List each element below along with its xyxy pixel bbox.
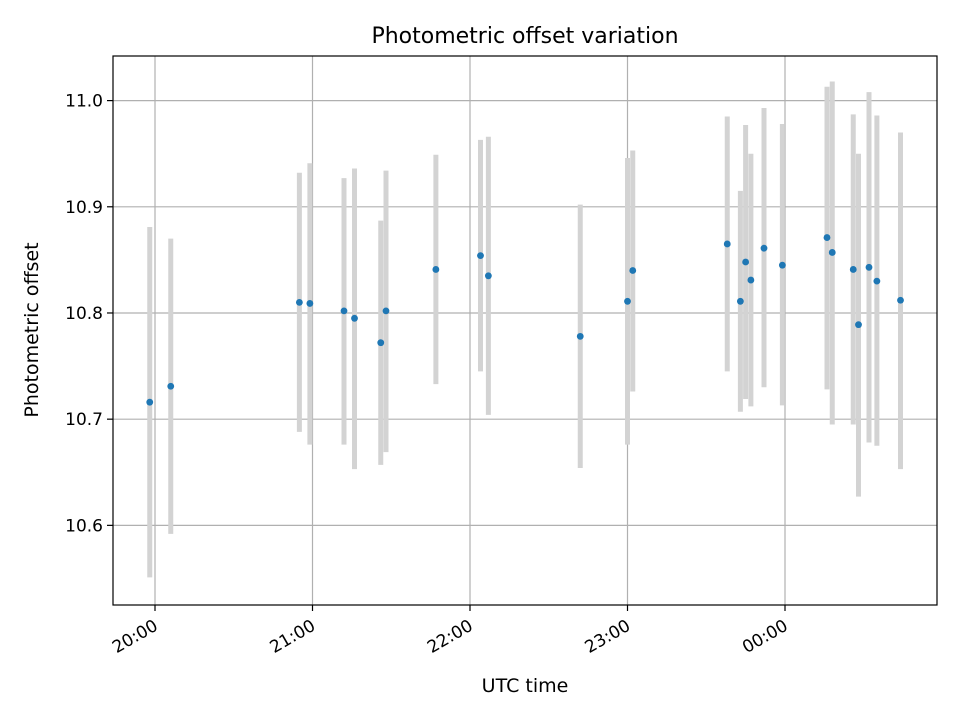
data-point [382, 307, 390, 315]
data-points [146, 234, 904, 406]
y-tick-label: 10.8 [65, 304, 103, 324]
x-axis-label: UTC time [482, 675, 569, 697]
y-tick-label: 10.6 [65, 516, 103, 536]
data-point [760, 244, 768, 252]
y-tick-label: 10.9 [65, 198, 103, 218]
data-point [484, 272, 492, 280]
data-point [723, 240, 731, 248]
grid [113, 56, 937, 605]
data-point [736, 297, 744, 305]
y-tick-label: 10.7 [65, 410, 103, 430]
data-point [340, 307, 348, 315]
y-axis-ticks: 10.6 10.7 10.8 10.9 11.0 [65, 92, 113, 536]
data-point [624, 297, 631, 305]
data-point [167, 382, 175, 390]
data-point [778, 261, 786, 269]
data-point [855, 321, 862, 329]
data-point [629, 267, 637, 274]
data-point [146, 398, 154, 406]
chart-title: Photometric offset variation [371, 24, 678, 49]
y-tick-label: 11.0 [65, 92, 103, 112]
data-point [576, 332, 584, 340]
data-point [747, 276, 755, 284]
data-point [742, 258, 750, 266]
y-axis-label: Photometric offset [21, 242, 43, 417]
plot-frame [112, 55, 938, 606]
data-point [477, 252, 484, 260]
data-point [306, 300, 314, 307]
data-point [295, 298, 303, 306]
data-point [828, 249, 836, 256]
data-point [351, 314, 358, 322]
data-point [849, 266, 857, 273]
data-point [432, 266, 440, 273]
data-point [897, 296, 904, 304]
data-point [377, 339, 385, 347]
data-point [823, 234, 831, 241]
data-point [873, 277, 881, 285]
data-point [865, 263, 873, 271]
